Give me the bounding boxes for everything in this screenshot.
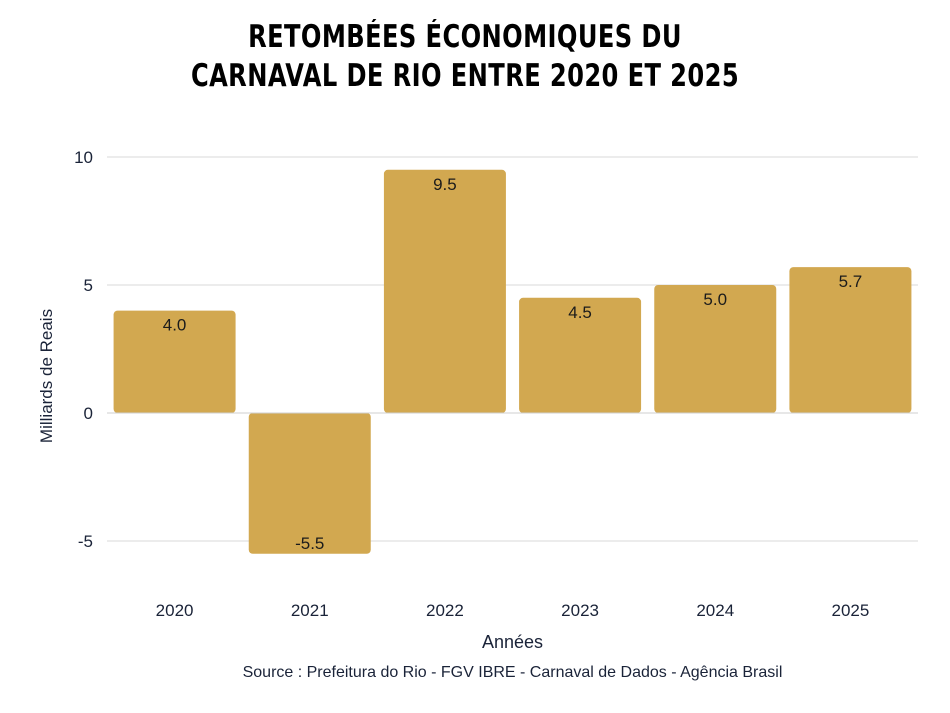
x-tick-label-2023: 2023 xyxy=(561,601,599,620)
y-tick-label-10: 10 xyxy=(74,148,93,167)
data-label-2021: -5.5 xyxy=(295,534,324,553)
x-tick-label-2025: 2025 xyxy=(832,601,870,620)
chart-title-line-1: RETOMBÉES ÉCONOMIQUES DU xyxy=(248,19,682,55)
bar-2023 xyxy=(519,297,642,413)
x-tick-label-2024: 2024 xyxy=(696,601,734,620)
data-label-2025: 5.7 xyxy=(839,272,863,291)
y-tick-label-0: 0 xyxy=(84,404,93,423)
chart-title-line-2: CARNAVAL DE RIO ENTRE 2020 ET 2025 xyxy=(190,58,740,94)
y-tick-label--5: -5 xyxy=(78,532,93,551)
chart-title: RETOMBÉES ÉCONOMIQUES DU CARNAVAL DE RIO… xyxy=(102,18,827,96)
bar-2021 xyxy=(248,413,371,554)
bar-2025 xyxy=(789,267,912,413)
data-label-2023: 4.5 xyxy=(568,303,592,322)
bar-2022 xyxy=(383,169,506,413)
data-label-2020: 4.0 xyxy=(163,316,187,335)
data-label-2024: 5.0 xyxy=(703,290,727,309)
x-tick-label-2020: 2020 xyxy=(156,601,194,620)
source-note: Source : Prefeitura do Rio - FGV IBRE - … xyxy=(242,664,783,681)
y-axis-title: Milliards de Reais xyxy=(37,309,56,443)
data-label-2022: 9.5 xyxy=(433,175,457,194)
x-axis-title: Années xyxy=(482,632,543,652)
y-tick-label-5: 5 xyxy=(84,276,93,295)
bar-2024 xyxy=(654,285,777,413)
x-tick-label-2022: 2022 xyxy=(426,601,464,620)
x-tick-label-2021: 2021 xyxy=(291,601,329,620)
bar-2020 xyxy=(113,310,236,413)
